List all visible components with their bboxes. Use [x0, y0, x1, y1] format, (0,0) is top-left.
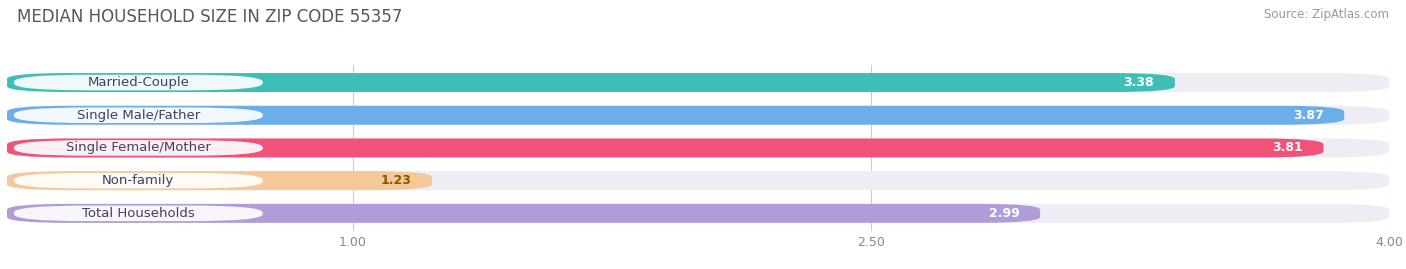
FancyBboxPatch shape — [7, 73, 1175, 92]
Text: MEDIAN HOUSEHOLD SIZE IN ZIP CODE 55357: MEDIAN HOUSEHOLD SIZE IN ZIP CODE 55357 — [17, 8, 402, 26]
Text: 3.81: 3.81 — [1272, 141, 1303, 154]
FancyBboxPatch shape — [7, 73, 1389, 92]
Text: Total Households: Total Households — [82, 207, 194, 220]
FancyBboxPatch shape — [7, 204, 1040, 223]
Text: Single Male/Father: Single Male/Father — [77, 109, 200, 122]
FancyBboxPatch shape — [14, 108, 263, 123]
FancyBboxPatch shape — [7, 171, 1389, 190]
Text: Source: ZipAtlas.com: Source: ZipAtlas.com — [1264, 8, 1389, 21]
FancyBboxPatch shape — [7, 106, 1344, 125]
FancyBboxPatch shape — [14, 173, 263, 188]
FancyBboxPatch shape — [14, 140, 263, 156]
FancyBboxPatch shape — [14, 75, 263, 90]
Text: Married-Couple: Married-Couple — [87, 76, 190, 89]
FancyBboxPatch shape — [14, 206, 263, 221]
FancyBboxPatch shape — [7, 106, 1389, 125]
Text: 1.23: 1.23 — [381, 174, 412, 187]
Text: Single Female/Mother: Single Female/Mother — [66, 141, 211, 154]
FancyBboxPatch shape — [7, 139, 1389, 157]
FancyBboxPatch shape — [7, 139, 1323, 157]
FancyBboxPatch shape — [7, 171, 432, 190]
Text: Non-family: Non-family — [103, 174, 174, 187]
Text: 2.99: 2.99 — [988, 207, 1019, 220]
FancyBboxPatch shape — [7, 204, 1389, 223]
Text: 3.38: 3.38 — [1123, 76, 1154, 89]
Text: 3.87: 3.87 — [1292, 109, 1323, 122]
